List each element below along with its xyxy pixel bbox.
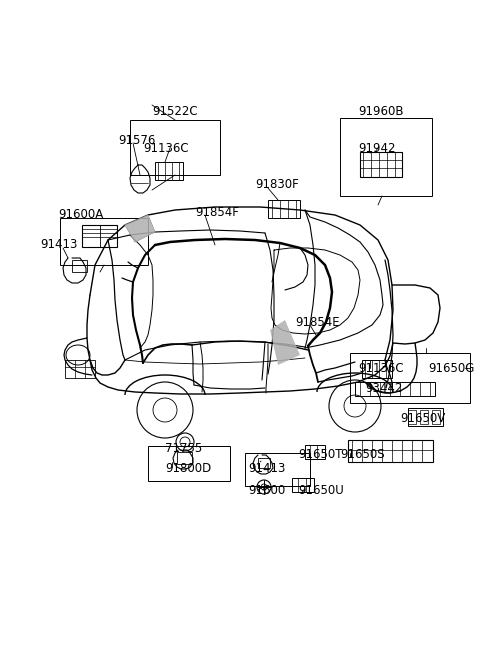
Bar <box>130 120 220 175</box>
Bar <box>362 360 392 378</box>
Bar <box>60 218 148 265</box>
Text: 91136C: 91136C <box>143 141 189 155</box>
Bar <box>408 410 416 424</box>
Text: 91413: 91413 <box>40 238 77 252</box>
Bar <box>155 162 183 180</box>
Text: 91650V: 91650V <box>400 411 445 424</box>
Text: 91522C: 91522C <box>152 105 198 118</box>
Bar <box>348 440 433 462</box>
Bar <box>148 446 230 481</box>
Text: 91576: 91576 <box>118 134 156 147</box>
Text: 91650G: 91650G <box>428 362 474 375</box>
Text: 91854E: 91854E <box>295 316 340 329</box>
Text: 91650U: 91650U <box>298 483 344 496</box>
Text: 91942: 91942 <box>358 141 396 155</box>
Bar <box>305 445 325 459</box>
Bar <box>408 408 443 426</box>
Bar <box>360 152 402 177</box>
Bar <box>350 353 470 403</box>
Polygon shape <box>125 215 155 242</box>
Text: 71755: 71755 <box>165 441 202 455</box>
Polygon shape <box>270 320 300 365</box>
Bar <box>65 360 95 378</box>
Bar <box>177 452 192 464</box>
Bar <box>340 118 432 196</box>
Text: 93442: 93442 <box>365 381 402 394</box>
Bar <box>420 410 428 424</box>
Bar <box>245 453 310 486</box>
Text: 91650S: 91650S <box>340 449 384 462</box>
Bar <box>432 410 440 424</box>
Text: 91960B: 91960B <box>358 105 404 118</box>
Text: 91136C: 91136C <box>358 362 404 375</box>
Text: 91600: 91600 <box>248 483 285 496</box>
Text: 91830F: 91830F <box>255 179 299 191</box>
Bar <box>72 260 87 272</box>
Bar <box>82 225 117 247</box>
Text: 91650T: 91650T <box>298 449 343 462</box>
Bar <box>292 478 314 492</box>
Text: 91413: 91413 <box>248 462 286 474</box>
Text: 91800D: 91800D <box>165 462 211 474</box>
Text: 91854F: 91854F <box>195 206 239 219</box>
Text: 91600A: 91600A <box>58 208 103 221</box>
Bar <box>355 382 435 396</box>
Bar <box>268 200 300 218</box>
Bar <box>258 458 270 468</box>
